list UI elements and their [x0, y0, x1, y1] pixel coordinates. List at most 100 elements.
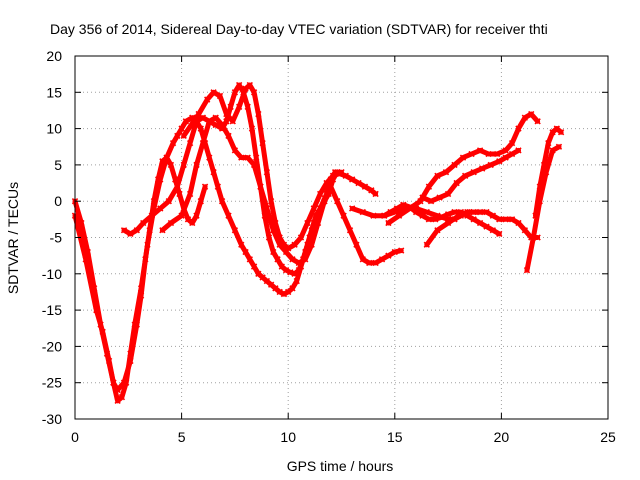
data-point — [225, 132, 232, 140]
data-point — [197, 198, 204, 205]
data-point — [361, 183, 369, 190]
data-point — [508, 139, 516, 147]
data-point — [210, 89, 217, 96]
data-point — [250, 161, 258, 169]
data-point — [257, 183, 264, 190]
x-tick-label: 5 — [178, 429, 186, 445]
data-point — [336, 170, 343, 177]
data-point — [380, 212, 388, 219]
data-point — [250, 89, 258, 96]
data-point — [186, 190, 194, 198]
data-point — [174, 132, 181, 140]
data-point — [154, 176, 162, 183]
data-point — [103, 350, 111, 357]
data-point — [496, 158, 503, 165]
data-point — [432, 216, 439, 223]
data-point — [398, 247, 405, 254]
data-point — [436, 194, 443, 201]
data-point — [291, 241, 298, 248]
data-point — [91, 285, 98, 292]
data-point — [308, 241, 315, 248]
data-point — [534, 118, 541, 125]
data-point — [425, 216, 433, 223]
data-point — [287, 269, 294, 276]
data-point — [451, 161, 458, 169]
data-point — [180, 161, 187, 169]
data-point — [97, 321, 104, 328]
data-point — [508, 150, 516, 158]
data-point — [244, 154, 251, 161]
data-point — [229, 118, 236, 125]
y-tick-label: -15 — [42, 302, 62, 318]
data-point — [359, 256, 366, 263]
data-point — [133, 321, 140, 328]
data-point — [502, 147, 509, 154]
data-point — [530, 234, 537, 241]
data-point — [532, 212, 539, 219]
data-point — [555, 143, 563, 150]
data-point — [348, 176, 356, 183]
data-series — [180, 81, 379, 252]
data-point — [523, 267, 531, 274]
data-point — [225, 212, 232, 219]
data-point — [127, 357, 134, 365]
data-point — [342, 172, 349, 179]
data-point — [370, 212, 377, 219]
data-point — [78, 219, 85, 227]
data-point — [210, 168, 217, 176]
y-tick-label: 10 — [46, 121, 62, 137]
data-point — [515, 125, 522, 132]
data-point — [206, 118, 213, 125]
data-point — [479, 165, 486, 172]
data-point — [231, 147, 239, 154]
data-point — [393, 205, 401, 212]
data-point — [199, 139, 207, 147]
data-point — [476, 208, 484, 216]
data-point — [470, 216, 477, 223]
data-point — [515, 219, 522, 227]
data-point — [285, 245, 292, 252]
data-point — [127, 230, 134, 238]
data-point — [265, 234, 273, 241]
x-tick-label: 0 — [71, 429, 79, 445]
data-point — [348, 205, 356, 212]
data-point — [206, 154, 213, 161]
y-tick-label: -20 — [42, 338, 62, 354]
data-point — [250, 263, 258, 270]
data-point — [246, 256, 253, 263]
data-point — [180, 132, 187, 140]
data-point — [425, 183, 433, 190]
data-point — [133, 227, 140, 234]
x-tick-label: 10 — [280, 429, 296, 445]
data-point — [120, 227, 128, 234]
data-point — [461, 172, 469, 179]
data-point — [423, 241, 430, 248]
data-series — [532, 125, 565, 219]
data-point — [178, 125, 185, 132]
data-point — [165, 198, 172, 205]
data-point — [314, 219, 322, 227]
data-point — [110, 379, 117, 386]
data-point — [150, 198, 158, 205]
data-point — [483, 223, 490, 230]
data-point — [157, 205, 164, 212]
data-point — [231, 227, 239, 234]
data-point — [372, 259, 379, 267]
data-series — [159, 114, 405, 267]
data-point — [276, 234, 283, 241]
data-point — [434, 227, 441, 234]
data-point — [378, 256, 386, 263]
data-point — [289, 256, 296, 263]
data-point — [167, 161, 175, 169]
data-point — [502, 154, 509, 161]
data-point — [146, 227, 153, 234]
data-point — [476, 147, 484, 154]
data-point — [521, 114, 529, 121]
y-tick-label: -5 — [50, 230, 63, 246]
data-point — [302, 256, 309, 263]
data-point — [346, 227, 354, 234]
data-point — [489, 212, 497, 219]
data-point — [395, 212, 403, 219]
data-point — [528, 110, 535, 118]
